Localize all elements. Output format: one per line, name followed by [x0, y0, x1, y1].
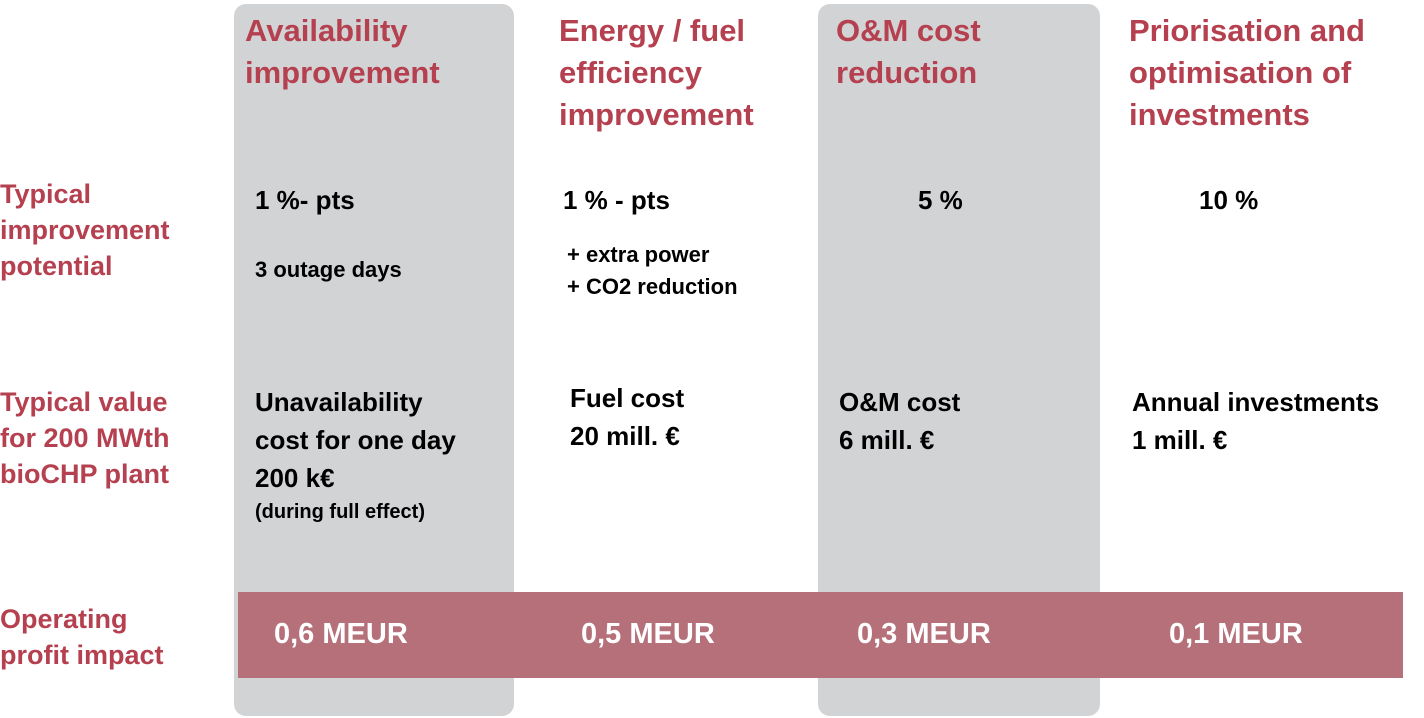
impact-investments: 0,1 MEUR: [1169, 618, 1303, 650]
impact-om: 0,3 MEUR: [857, 618, 991, 650]
row-label-impact: Operating profit impact: [0, 604, 164, 670]
header-investments: Priorisation and optimisation of investm…: [1129, 13, 1365, 132]
header-energy-efficiency: Energy / fuel efficiency improvement: [559, 13, 754, 132]
value-availability: Unavailability cost for one day 200 k€ (…: [255, 383, 456, 527]
header-availability: Availability improvement: [245, 13, 440, 90]
potential-investments-main: 10 %: [1199, 185, 1259, 215]
potential-energy-co2: + CO2 reduction: [567, 274, 738, 299]
potential-energy-extra-power: + extra power: [567, 242, 710, 267]
impact-energy: 0,5 MEUR: [581, 618, 715, 650]
value-investments: Annual investments 1 mill. €: [1132, 387, 1380, 455]
potential-energy-main: 1 % - pts: [563, 185, 670, 215]
value-om: O&M cost 6 mill. €: [839, 387, 961, 455]
impact-bar: [238, 592, 1403, 678]
header-om-cost: O&M cost reduction: [836, 13, 981, 90]
row-label-potential: Typical improvement potential: [0, 179, 170, 281]
value-energy: Fuel cost 20 mill. €: [570, 383, 685, 451]
potential-energy-extras: + extra power + CO2 reduction: [567, 239, 738, 303]
value-availability-note: (during full effect): [255, 501, 425, 523]
potential-availability-sub: 3 outage days: [255, 257, 402, 282]
potential-availability-main: 1 %- pts: [255, 185, 355, 215]
impact-availability: 0,6 MEUR: [274, 618, 408, 650]
row-label-value: Typical value for 200 MWth bioCHP plant: [0, 387, 170, 489]
potential-om-main: 5 %: [918, 185, 963, 215]
